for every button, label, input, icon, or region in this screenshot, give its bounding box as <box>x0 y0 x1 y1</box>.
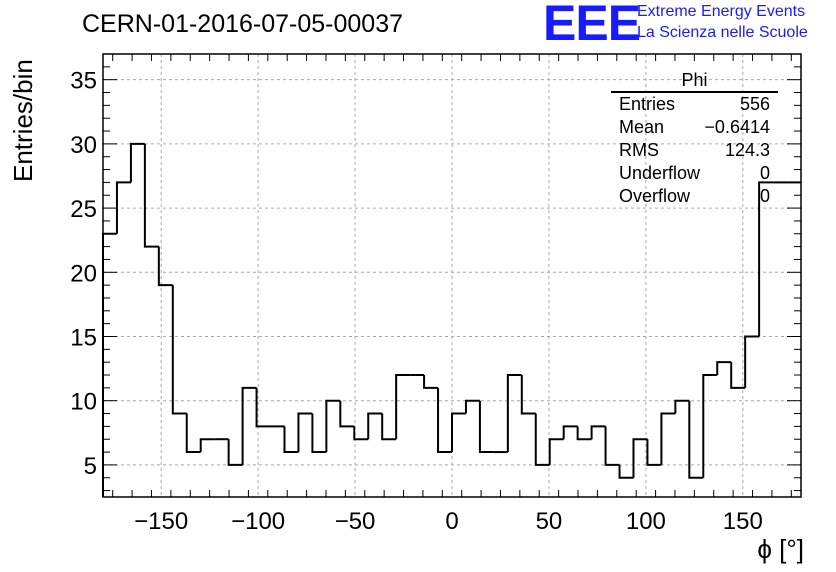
stats-value: 124.3 <box>724 140 770 160</box>
y-tick-label: 35 <box>70 68 97 95</box>
stats-row-overflow: Overflow 0 <box>611 185 778 208</box>
histogram-bin <box>227 439 243 466</box>
histogram-bin <box>423 375 439 389</box>
stats-row-entries: Entries 556 <box>611 93 778 116</box>
histogram-bin <box>688 400 704 479</box>
x-tick-label: 0 <box>445 508 458 535</box>
histogram-bin <box>562 425 578 440</box>
histogram-bin <box>185 413 201 454</box>
histogram-bin <box>590 425 606 440</box>
histogram-bin <box>632 438 648 478</box>
x-tick-label: 150 <box>723 508 763 535</box>
histogram-bin <box>660 412 676 465</box>
y-tick-label: 15 <box>70 324 97 351</box>
histogram-bin <box>520 375 536 415</box>
stats-box: Phi Entries 556 Mean −0.6414 RMS 124.3 U… <box>611 70 778 208</box>
histogram-bin <box>576 426 592 441</box>
histogram-bin <box>702 374 718 478</box>
x-tick-label: −100 <box>231 508 285 535</box>
histogram-bin <box>534 413 550 466</box>
eee-logo: EEE <box>543 0 641 51</box>
histogram-bin <box>255 387 271 428</box>
histogram-bin <box>478 400 494 454</box>
histogram-title: CERN-01-2016-07-05-00037 <box>82 10 404 38</box>
histogram-bin <box>646 439 662 466</box>
x-tick-label: −150 <box>134 508 188 535</box>
histogram-bin <box>451 412 466 453</box>
y-tick-label: 20 <box>70 260 97 287</box>
histogram-bin <box>674 399 690 414</box>
y-tick-label: 5 <box>84 453 97 480</box>
histogram-bin <box>730 362 746 389</box>
logo-line-1: Extreme Energy Events <box>637 3 806 20</box>
histogram-bin <box>716 361 732 376</box>
histogram-bin <box>367 412 383 440</box>
histogram-bin <box>464 399 480 414</box>
histogram-bin <box>506 374 522 453</box>
histogram-bin <box>297 412 313 453</box>
stats-row-mean: Mean −0.6414 <box>611 116 778 139</box>
stats-label: Entries <box>619 94 676 114</box>
histogram-bin <box>744 335 760 388</box>
stats-value: 556 <box>739 94 770 114</box>
histogram-bin <box>548 438 564 465</box>
stats-label: Mean <box>619 117 665 137</box>
x-axis-label: ϕ [°] <box>757 534 804 564</box>
stats-value: −0.6414 <box>704 117 770 137</box>
stats-label: Overflow <box>619 186 691 206</box>
histogram-bin <box>325 399 341 453</box>
histogram-bin <box>115 181 131 234</box>
stats-value: 0 <box>759 163 770 183</box>
y-tick-label: 25 <box>70 196 97 223</box>
histogram-bin <box>129 142 145 183</box>
y-tick-label: 30 <box>70 132 97 159</box>
y-tick-label: 10 <box>70 389 97 416</box>
histogram-bin <box>758 181 774 337</box>
histogram-bin <box>102 232 117 497</box>
histogram-bin <box>143 143 159 248</box>
histogram-bin <box>437 387 452 454</box>
histogram-bin <box>339 400 355 428</box>
stats-box-title: Phi <box>611 70 778 93</box>
histogram-bin <box>395 374 411 440</box>
histogram-bin <box>241 386 257 465</box>
stats-label: RMS <box>619 140 659 160</box>
x-tick-label: −50 <box>335 508 376 535</box>
histogram-bin <box>199 438 215 453</box>
stats-value: 0 <box>759 186 770 206</box>
histogram-bin <box>171 285 187 415</box>
histogram-bin <box>353 426 369 441</box>
histogram-bin <box>604 426 620 466</box>
histogram-bin <box>283 426 299 454</box>
stats-row-rms: RMS 124.3 <box>611 139 778 162</box>
histogram-bin <box>381 413 397 441</box>
histogram-bin <box>157 246 173 287</box>
logo-line-2: La Scienza nelle Scuole <box>637 24 808 41</box>
x-tick-label: 100 <box>626 508 666 535</box>
stats-label: Underflow <box>619 163 701 183</box>
histogram-bin <box>618 464 634 479</box>
stats-row-underflow: Underflow 0 <box>611 162 778 185</box>
histogram-bin <box>311 413 327 454</box>
x-tick-label: 50 <box>536 508 563 535</box>
